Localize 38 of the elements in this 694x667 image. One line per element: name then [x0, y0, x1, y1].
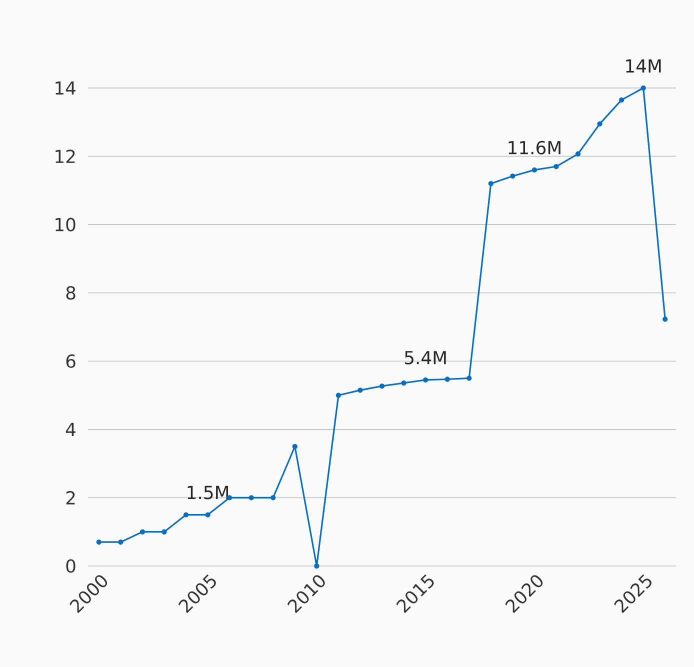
point: [270, 495, 276, 500]
y-tick-label: 8: [66, 286, 76, 300]
point: [640, 85, 646, 91]
point: [532, 167, 538, 173]
point: [118, 540, 124, 545]
point: [401, 380, 406, 386]
point: [444, 376, 450, 382]
point: [248, 495, 254, 500]
point: [488, 181, 494, 186]
point: [314, 563, 320, 569]
point: [205, 512, 210, 518]
point: [358, 388, 363, 393]
annotation: 5.4M: [404, 351, 446, 364]
point: [140, 529, 146, 534]
y-tick-label: 0: [66, 559, 76, 573]
annotation: 14M: [626, 59, 661, 72]
point: [510, 173, 516, 179]
point: [162, 529, 167, 534]
point: [96, 540, 102, 545]
y-tick-label: 14: [56, 81, 76, 95]
point: [379, 383, 385, 389]
y-tick-label: 6: [66, 354, 76, 368]
point: [554, 164, 559, 170]
point: [466, 376, 472, 381]
y-tick-label: 2: [66, 491, 75, 504]
point: [597, 121, 602, 126]
y-tick-label: 12: [56, 150, 75, 163]
point: [336, 392, 342, 398]
annotation: 11.6M: [508, 140, 560, 154]
point: [618, 97, 624, 103]
point: [662, 316, 668, 322]
y-tick-label: 4: [66, 422, 76, 436]
point: [183, 512, 189, 518]
point: [575, 151, 581, 156]
annotation: 1.5M: [188, 486, 228, 500]
point: [292, 444, 298, 450]
point: [422, 377, 428, 383]
y-tick-label: 10: [56, 218, 76, 232]
